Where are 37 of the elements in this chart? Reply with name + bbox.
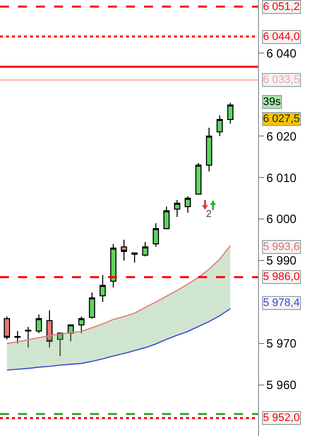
candlestick [4,316,10,340]
candlestick [184,196,191,214]
ref-line-label: 6 044,0 [263,31,300,43]
text: 6 027,5 [263,113,300,125]
candlestick [163,206,170,230]
candlestick [14,330,21,344]
candlestick [174,199,180,218]
y-tick-label: 5 960 [266,378,297,392]
candlestick [88,292,96,320]
candlestick [195,162,202,195]
candlestick [25,326,32,348]
candlestick [131,252,138,264]
candlestick [227,102,234,124]
text: 5 978,4 [263,297,300,309]
candlestick [110,243,116,288]
ref-line-label: 5 986,0 [263,271,300,283]
candlestick [120,239,128,262]
ref-line-label: 6 033,5 [263,74,300,86]
y-tick-label: 6 000 [266,212,297,226]
candlestick [206,127,212,172]
y-tick-label: 6 020 [266,129,297,144]
candlestick [36,314,42,334]
ref-line-label: 5 952,0 [263,412,300,424]
ref-line-label: 6 051,2 [263,1,300,13]
y-tick-label: 5 990 [266,254,297,268]
candlestick [100,274,106,303]
text: 5 993,6 [263,241,300,253]
candlestick [152,222,159,248]
candlestick [78,316,84,334]
annotation: 2 [206,209,212,220]
line-series [6,308,231,371]
candlestick [142,241,148,257]
y-tick-label: 5 970 [266,336,297,351]
text: 39s [263,96,282,108]
candlestick [216,114,223,137]
y-tick-label: 6 040 [266,46,297,60]
y-tick-label: 6 010 [266,170,297,185]
